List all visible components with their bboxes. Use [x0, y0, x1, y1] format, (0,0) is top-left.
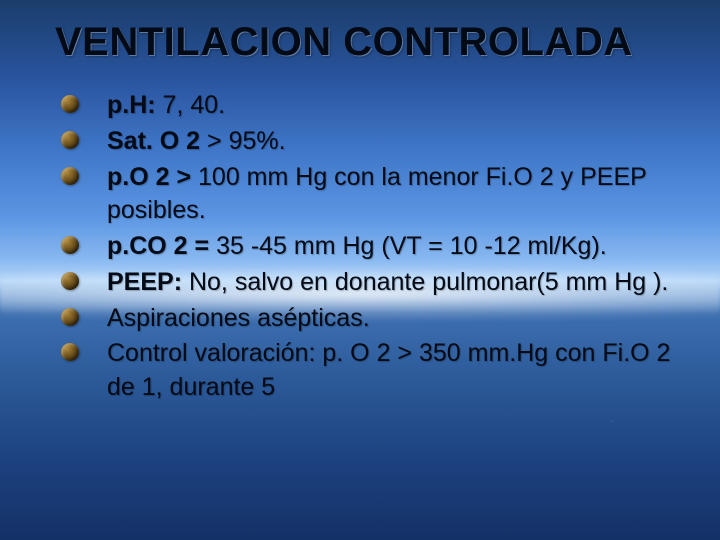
item-text: Aspiraciones asépticas. — [107, 304, 370, 332]
list-item: Control valoración: p. O 2 > 350 mm.Hg c… — [55, 337, 680, 405]
item-label: p.CO 2 = — [107, 232, 209, 260]
list-item: Sat. O 2 > 95%. — [55, 125, 680, 159]
item-label: Sat. O 2 — [107, 127, 200, 155]
list-item: p.H: 7, 40. — [55, 89, 680, 123]
bullet-list: p.H: 7, 40. Sat. O 2 > 95%. p.O 2 > 100 … — [55, 89, 680, 405]
slide: VENTILACION CONTROLADA p.H: 7, 40. Sat. … — [0, 0, 720, 540]
list-item: PEEP: No, salvo en donante pulmonar(5 mm… — [55, 266, 680, 300]
item-label: p.O 2 > — [107, 163, 191, 191]
item-text: 7, 40. — [156, 91, 226, 119]
item-text: > 95%. — [200, 127, 285, 155]
slide-title: VENTILACION CONTROLADA — [55, 20, 680, 65]
item-text: 35 -45 mm Hg (VT = 10 -12 ml/Kg). — [209, 232, 607, 260]
list-item: p.O 2 > 100 mm Hg con la menor Fi.O 2 y … — [55, 161, 680, 229]
list-item: Aspiraciones asépticas. — [55, 302, 680, 336]
item-text: Control valoración: p. O 2 > 350 mm.Hg c… — [107, 339, 670, 401]
list-item: p.CO 2 = 35 -45 mm Hg (VT = 10 -12 ml/Kg… — [55, 230, 680, 264]
item-text: No, salvo en donante pulmonar(5 mm Hg ). — [182, 268, 668, 296]
item-label: p.H: — [107, 91, 156, 119]
item-label: PEEP: — [107, 268, 182, 296]
